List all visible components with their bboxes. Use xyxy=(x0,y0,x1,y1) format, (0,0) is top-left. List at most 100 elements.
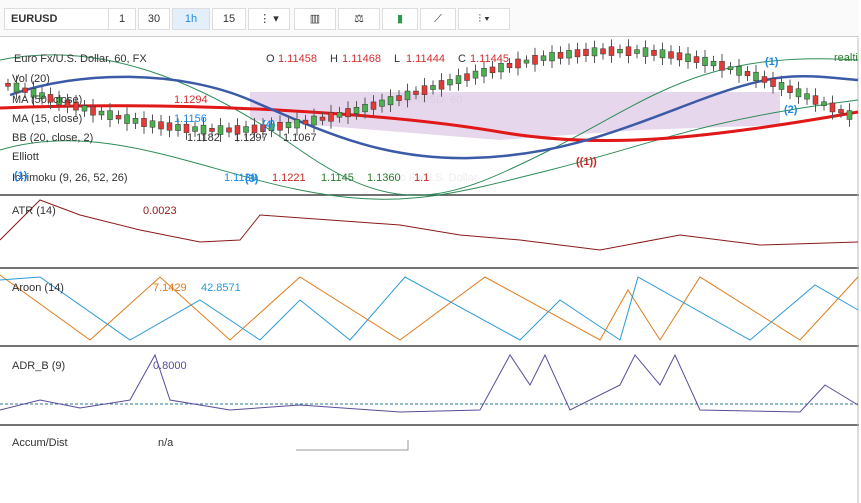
candle xyxy=(268,123,275,131)
candle xyxy=(251,124,258,134)
ma50 xyxy=(0,104,859,143)
candle xyxy=(345,108,351,118)
candle xyxy=(566,50,572,59)
candle xyxy=(481,68,487,77)
bb-lower xyxy=(0,99,859,200)
compare-btn[interactable]: ⚖ xyxy=(338,8,380,30)
indicator-value: 1.1067 xyxy=(283,132,317,144)
candle xyxy=(81,105,88,112)
more[interactable]: ⋮ ▾ xyxy=(248,8,290,30)
candle-btn[interactable]: ▮ xyxy=(382,8,418,30)
chart-title: Euro Fx/U.S. Dollar, 60, FX xyxy=(14,53,147,65)
candle xyxy=(498,63,504,73)
legend-layer: Euro Fx/U.S. Dollar, 60, FX O 1.11458 H 1.11… xyxy=(12,52,858,449)
wave-label: ((1)) xyxy=(576,156,597,168)
watermark-sub: Euro Fx/U.S. Dollar xyxy=(383,172,478,184)
candle xyxy=(787,85,793,93)
candle xyxy=(583,48,589,56)
accum-line xyxy=(296,440,409,451)
candle xyxy=(438,80,445,90)
candle xyxy=(132,118,139,124)
candle xyxy=(328,112,334,122)
candle xyxy=(634,49,640,54)
candle xyxy=(447,79,453,86)
candle xyxy=(192,126,198,132)
pane-name: ADR_B (9) xyxy=(12,360,65,372)
candle xyxy=(540,55,547,61)
candle xyxy=(166,122,173,131)
candle xyxy=(506,63,513,68)
interval[interactable]: 1 xyxy=(108,8,136,30)
candle xyxy=(387,96,394,106)
candle xyxy=(549,52,555,62)
candle xyxy=(64,99,71,108)
pane-name: ATR (14) xyxy=(12,205,56,217)
indicator-value: 1.1360 xyxy=(367,172,401,184)
interval[interactable]: 30 xyxy=(138,8,170,30)
candle xyxy=(353,106,360,114)
candle xyxy=(846,110,853,120)
indicator-value: 1.1145 xyxy=(321,172,354,184)
candle xyxy=(141,118,147,127)
indicator-name: MA (50, close) xyxy=(12,94,82,106)
candle xyxy=(90,106,96,116)
ohlc-value: 1.11444 xyxy=(406,53,445,65)
pane-name: Aroon (14) xyxy=(12,282,64,294)
candle xyxy=(56,97,62,105)
candle xyxy=(838,109,844,114)
candle xyxy=(617,48,623,54)
pane-value: 0.8000 xyxy=(153,360,187,372)
pane-value: n/a xyxy=(158,437,174,449)
aroon-down xyxy=(0,276,859,341)
toolbar: EURUSD 1 30 1h 15 ⋮ ▾ ▥ ⚖ ▮ ⟋ ⫶ ▾ xyxy=(0,0,859,37)
wave-label: (4) xyxy=(262,119,276,131)
pane-value: 7.1429 xyxy=(153,282,187,294)
candle xyxy=(515,58,521,69)
candle xyxy=(693,56,700,63)
indicator-value: 1.1297 xyxy=(234,132,268,144)
indicator-value: 1.1 xyxy=(414,172,429,184)
candle xyxy=(523,59,530,64)
wave-label: (2) xyxy=(784,104,798,116)
candle xyxy=(5,83,11,87)
candle xyxy=(22,87,28,93)
candle xyxy=(336,112,343,118)
candle xyxy=(200,124,207,135)
candle xyxy=(243,126,249,133)
candle xyxy=(489,66,496,74)
watermark: EURUSD, 60 xyxy=(398,94,463,106)
candle xyxy=(430,85,436,90)
tools-btn[interactable]: ⫶ ▾ xyxy=(458,8,510,30)
candle xyxy=(260,124,266,132)
candle xyxy=(727,66,734,71)
candle xyxy=(668,51,674,59)
candle xyxy=(47,94,54,103)
adr-line xyxy=(0,353,859,413)
ohlc-key: H xyxy=(330,53,338,65)
indicator-value: 1.1294 xyxy=(174,94,208,106)
candle xyxy=(753,71,759,82)
candle xyxy=(761,76,768,83)
candle xyxy=(158,121,164,130)
ohlc-key: O xyxy=(266,53,275,65)
candle xyxy=(217,125,224,135)
candle xyxy=(115,115,122,120)
indicator-name: MA (15, close) xyxy=(12,113,82,125)
candle xyxy=(39,92,45,99)
candle xyxy=(821,101,827,106)
candle xyxy=(710,60,717,67)
interval[interactable]: 1h xyxy=(172,8,210,30)
ohlc-value: 1.11458 xyxy=(278,53,317,65)
candle xyxy=(455,75,462,84)
candle xyxy=(719,61,725,71)
candle xyxy=(98,110,105,116)
ohlc-key: L xyxy=(394,53,400,65)
interval[interactable]: 15 xyxy=(212,8,246,30)
line-btn[interactable]: ⟋ xyxy=(420,8,456,30)
aroon-up xyxy=(0,274,859,341)
indicators-btn[interactable]: ▥ xyxy=(294,8,336,30)
candle xyxy=(702,56,708,66)
candle xyxy=(464,73,470,81)
candle xyxy=(311,115,317,126)
candle xyxy=(804,93,810,100)
